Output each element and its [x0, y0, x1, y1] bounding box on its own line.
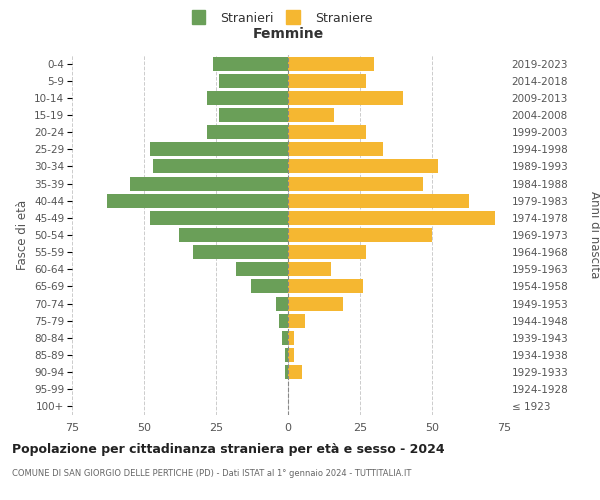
- Y-axis label: Anni di nascita: Anni di nascita: [588, 192, 600, 278]
- Bar: [213, 56, 288, 70]
- Bar: [288, 348, 294, 362]
- Bar: [288, 56, 374, 70]
- Bar: [193, 245, 288, 259]
- Bar: [236, 262, 288, 276]
- Bar: [219, 108, 288, 122]
- Bar: [288, 176, 424, 190]
- Bar: [288, 160, 438, 173]
- Text: Popolazione per cittadinanza straniera per età e sesso - 2024: Popolazione per cittadinanza straniera p…: [12, 442, 445, 456]
- Bar: [219, 74, 288, 88]
- Text: COMUNE DI SAN GIORGIO DELLE PERTICHE (PD) - Dati ISTAT al 1° gennaio 2024 - TUTT: COMUNE DI SAN GIORGIO DELLE PERTICHE (PD…: [12, 469, 412, 478]
- Bar: [251, 280, 288, 293]
- Bar: [208, 125, 288, 139]
- Bar: [288, 314, 305, 328]
- Bar: [150, 142, 288, 156]
- Bar: [285, 365, 288, 379]
- Bar: [288, 296, 343, 310]
- Bar: [288, 280, 363, 293]
- Bar: [288, 142, 383, 156]
- Bar: [152, 160, 288, 173]
- Bar: [288, 365, 302, 379]
- Bar: [179, 228, 288, 242]
- Bar: [288, 211, 496, 225]
- Bar: [285, 348, 288, 362]
- Bar: [277, 296, 288, 310]
- Bar: [280, 314, 288, 328]
- Y-axis label: Fasce di età: Fasce di età: [16, 200, 29, 270]
- Bar: [288, 194, 469, 207]
- Bar: [282, 331, 288, 345]
- Bar: [288, 91, 403, 105]
- Legend: Stranieri, Straniere: Stranieri, Straniere: [188, 8, 376, 29]
- Text: Femmine: Femmine: [253, 26, 323, 40]
- Bar: [288, 245, 366, 259]
- Bar: [288, 125, 366, 139]
- Bar: [208, 91, 288, 105]
- Bar: [288, 74, 366, 88]
- Bar: [150, 211, 288, 225]
- Bar: [288, 262, 331, 276]
- Bar: [107, 194, 288, 207]
- Bar: [130, 176, 288, 190]
- Bar: [288, 331, 294, 345]
- Bar: [288, 228, 432, 242]
- Bar: [288, 108, 334, 122]
